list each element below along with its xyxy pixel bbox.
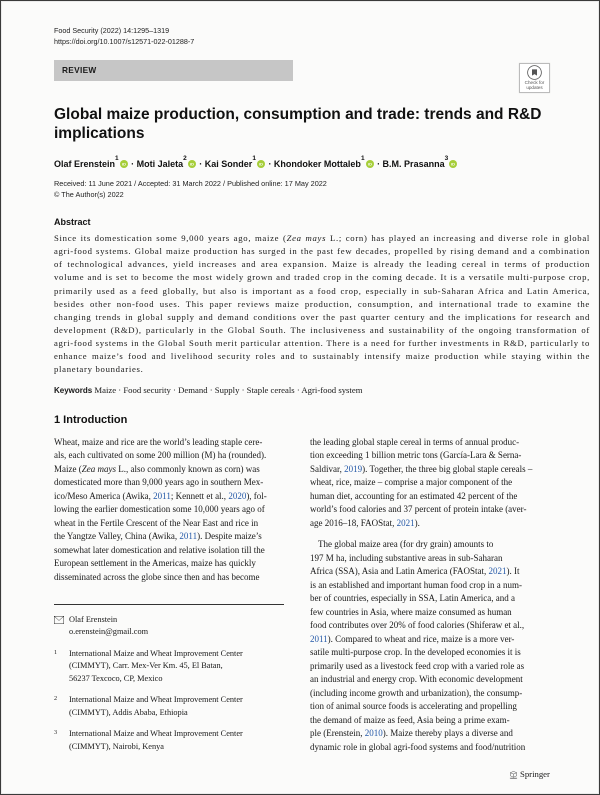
svg-text:iD: iD	[122, 161, 126, 166]
svg-text:iD: iD	[259, 161, 263, 166]
svg-text:iD: iD	[451, 161, 455, 166]
svg-text:iD: iD	[190, 161, 194, 166]
svg-text:iD: iD	[368, 161, 372, 166]
